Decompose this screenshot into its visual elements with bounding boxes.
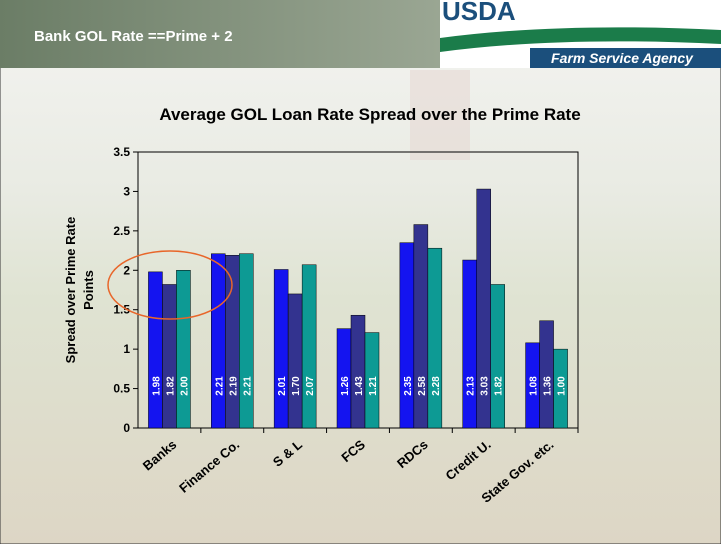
bar [301,264,317,429]
header-bar [0,0,440,68]
header-title: Bank GOL Rate ==Prime + 2 [34,28,233,45]
y-tick-label: 3.5 [113,145,130,159]
value-label: 1.82 [165,376,176,396]
highlight-ellipse [107,250,233,320]
value-label: 2.21 [214,376,225,396]
value-label: 2.21 [242,376,253,396]
logo-swoosh [440,27,721,52]
y-tick-label: 2.5 [113,224,130,238]
y-axis-label: Points [81,270,96,310]
value-label: 2.35 [403,376,414,396]
bar [399,242,415,429]
value-label: 1.26 [340,376,351,396]
value-label: 2.13 [466,376,477,396]
value-label: 2.58 [417,376,428,396]
barn-shape [410,70,470,160]
value-label: 2.01 [277,376,288,396]
value-label: 2.28 [431,376,442,396]
y-tick-label: 3 [123,184,130,198]
value-label: 1.70 [291,376,302,396]
value-label: 1.82 [494,376,505,396]
bar [427,247,443,429]
bar [413,224,429,429]
agency-bar [530,48,721,68]
value-label: 1.43 [354,376,365,396]
logo-text: USDA [442,0,516,26]
value-label: 2.00 [179,376,190,396]
bar [273,269,289,429]
bar [350,314,366,429]
bar [462,259,477,429]
agency-name: Farm Service Agency [551,50,694,66]
value-label: 1.08 [529,376,540,396]
y-tick-label: 0.5 [113,382,130,396]
y-tick-label: 1 [123,342,130,356]
bar [239,253,254,429]
bar [176,270,191,429]
bar [364,332,380,429]
value-label: 1.98 [151,376,162,396]
bar [539,320,554,429]
bar [287,293,303,429]
bar [211,253,226,429]
y-tick-label: 2 [123,263,130,277]
value-label: 2.07 [305,376,316,396]
bar [553,348,568,429]
value-label: 1.00 [557,376,568,396]
y-tick-label: 0 [123,421,130,435]
y-axis-label: Spread over Prime Rate [63,217,78,364]
bar [148,271,163,429]
value-label: 1.36 [543,376,554,396]
value-label: 3.03 [480,376,491,396]
value-label: 2.19 [228,376,239,396]
value-label: 1.21 [368,376,379,396]
chart-title: Average GOL Loan Rate Spread over the Pr… [159,105,580,124]
y-tick-label: 1.5 [113,303,130,317]
bar [490,284,505,429]
bar [162,284,177,429]
